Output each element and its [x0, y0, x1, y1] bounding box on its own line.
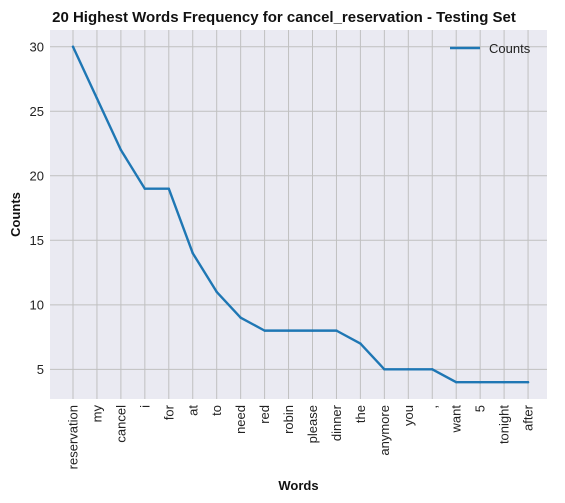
x-gridlines	[72, 30, 529, 399]
x-tick-label: dinner	[329, 404, 344, 441]
x-tick-label: need	[233, 405, 248, 434]
x-tick-label: to	[209, 405, 224, 416]
x-tick-label: my	[89, 405, 104, 423]
series-layer	[71, 45, 530, 384]
data-point	[431, 368, 434, 371]
data-point	[71, 45, 75, 48]
data-point	[455, 381, 458, 384]
data-point	[287, 329, 290, 332]
data-point	[407, 368, 410, 371]
data-point	[263, 329, 266, 332]
legend: Counts	[450, 41, 531, 56]
x-tick-label: anymore	[377, 405, 392, 456]
x-tick-label: i	[137, 405, 152, 408]
y-tick-label: 20	[30, 168, 44, 183]
data-point	[478, 381, 482, 384]
y-tick-label: 5	[37, 362, 44, 377]
data-point	[383, 368, 386, 371]
y-tick-label: 25	[30, 104, 44, 119]
data-point	[167, 187, 170, 190]
data-point	[335, 329, 338, 332]
x-tick-label: 5	[473, 405, 488, 412]
x-tick-label: ,	[425, 405, 440, 409]
x-tick-label: cancel	[113, 405, 128, 443]
plot-area	[50, 30, 547, 399]
x-tick-label: you	[401, 405, 416, 426]
series-line-counts	[71, 45, 530, 384]
data-point	[359, 342, 362, 345]
y-gridlines	[50, 46, 547, 370]
x-tick-label: robin	[281, 405, 296, 434]
chart-title: 20 Highest Words Frequency for cancel_re…	[52, 9, 516, 26]
y-tick-labels: 5 10 15 20 25 30	[30, 39, 44, 377]
data-point	[119, 148, 123, 152]
x-tick-label: at	[185, 405, 200, 416]
x-tick-label: reservation	[66, 405, 81, 469]
data-point	[526, 381, 530, 384]
data-point	[502, 381, 506, 384]
data-point	[311, 329, 314, 332]
y-axis-label: Counts	[8, 192, 23, 237]
y-tick-label: 30	[30, 39, 44, 54]
legend-label-counts: Counts	[489, 41, 531, 56]
x-tick-label: the	[353, 405, 368, 423]
x-tick-label: please	[305, 405, 320, 443]
x-tick-label: after	[521, 404, 536, 431]
x-axis-label: Words	[278, 478, 318, 493]
data-point	[215, 290, 218, 294]
y-tick-label: 15	[30, 233, 44, 248]
y-tick-label: 10	[30, 297, 44, 312]
data-point	[191, 252, 194, 255]
x-tick-label: tonight	[497, 405, 512, 444]
x-tick-label: want	[449, 405, 464, 434]
data-point	[95, 97, 99, 100]
x-tick-label: for	[161, 404, 176, 420]
data-point	[239, 316, 242, 319]
data-point	[143, 187, 147, 190]
x-tick-labels: reservation my cancel i for at to need red robin p…	[66, 404, 536, 469]
x-tick-label: red	[257, 405, 272, 424]
